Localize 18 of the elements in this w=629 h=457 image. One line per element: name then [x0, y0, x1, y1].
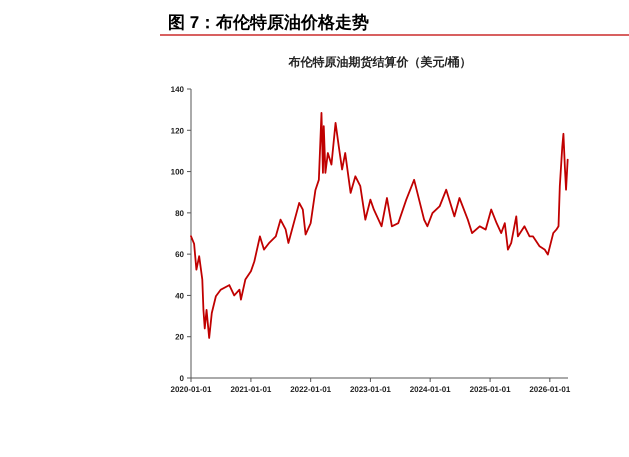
y-tick-label: 20: [175, 332, 185, 342]
y-tick-label: 120: [170, 126, 185, 136]
x-tick-label: 2022-01-01: [290, 385, 332, 394]
y-tick-label: 100: [170, 168, 185, 177]
x-tick-label: 2024-01-01: [410, 385, 452, 394]
chart-title: 图 7：布伦特原油价格走势: [168, 13, 370, 32]
x-tick-label: 2020-01-01: [170, 385, 212, 394]
line-series: [190, 112, 569, 339]
y-tick-label: 60: [175, 250, 185, 260]
chart-subtitle: 布伦特原油期货结算价（美元/桶）: [287, 55, 472, 69]
y-tick-label: 40: [175, 291, 185, 300]
y-tick-label: 0: [180, 374, 185, 383]
x-tick-label: 2023-01-01: [350, 385, 392, 394]
y-tick-label: 80: [175, 208, 185, 218]
x-tick-label: 2025-01-01: [470, 385, 512, 394]
x-tick-label: 2021-01-01: [230, 385, 272, 394]
x-tick-label: 2026-01-01: [529, 385, 571, 394]
y-tick-label: 140: [170, 85, 185, 94]
